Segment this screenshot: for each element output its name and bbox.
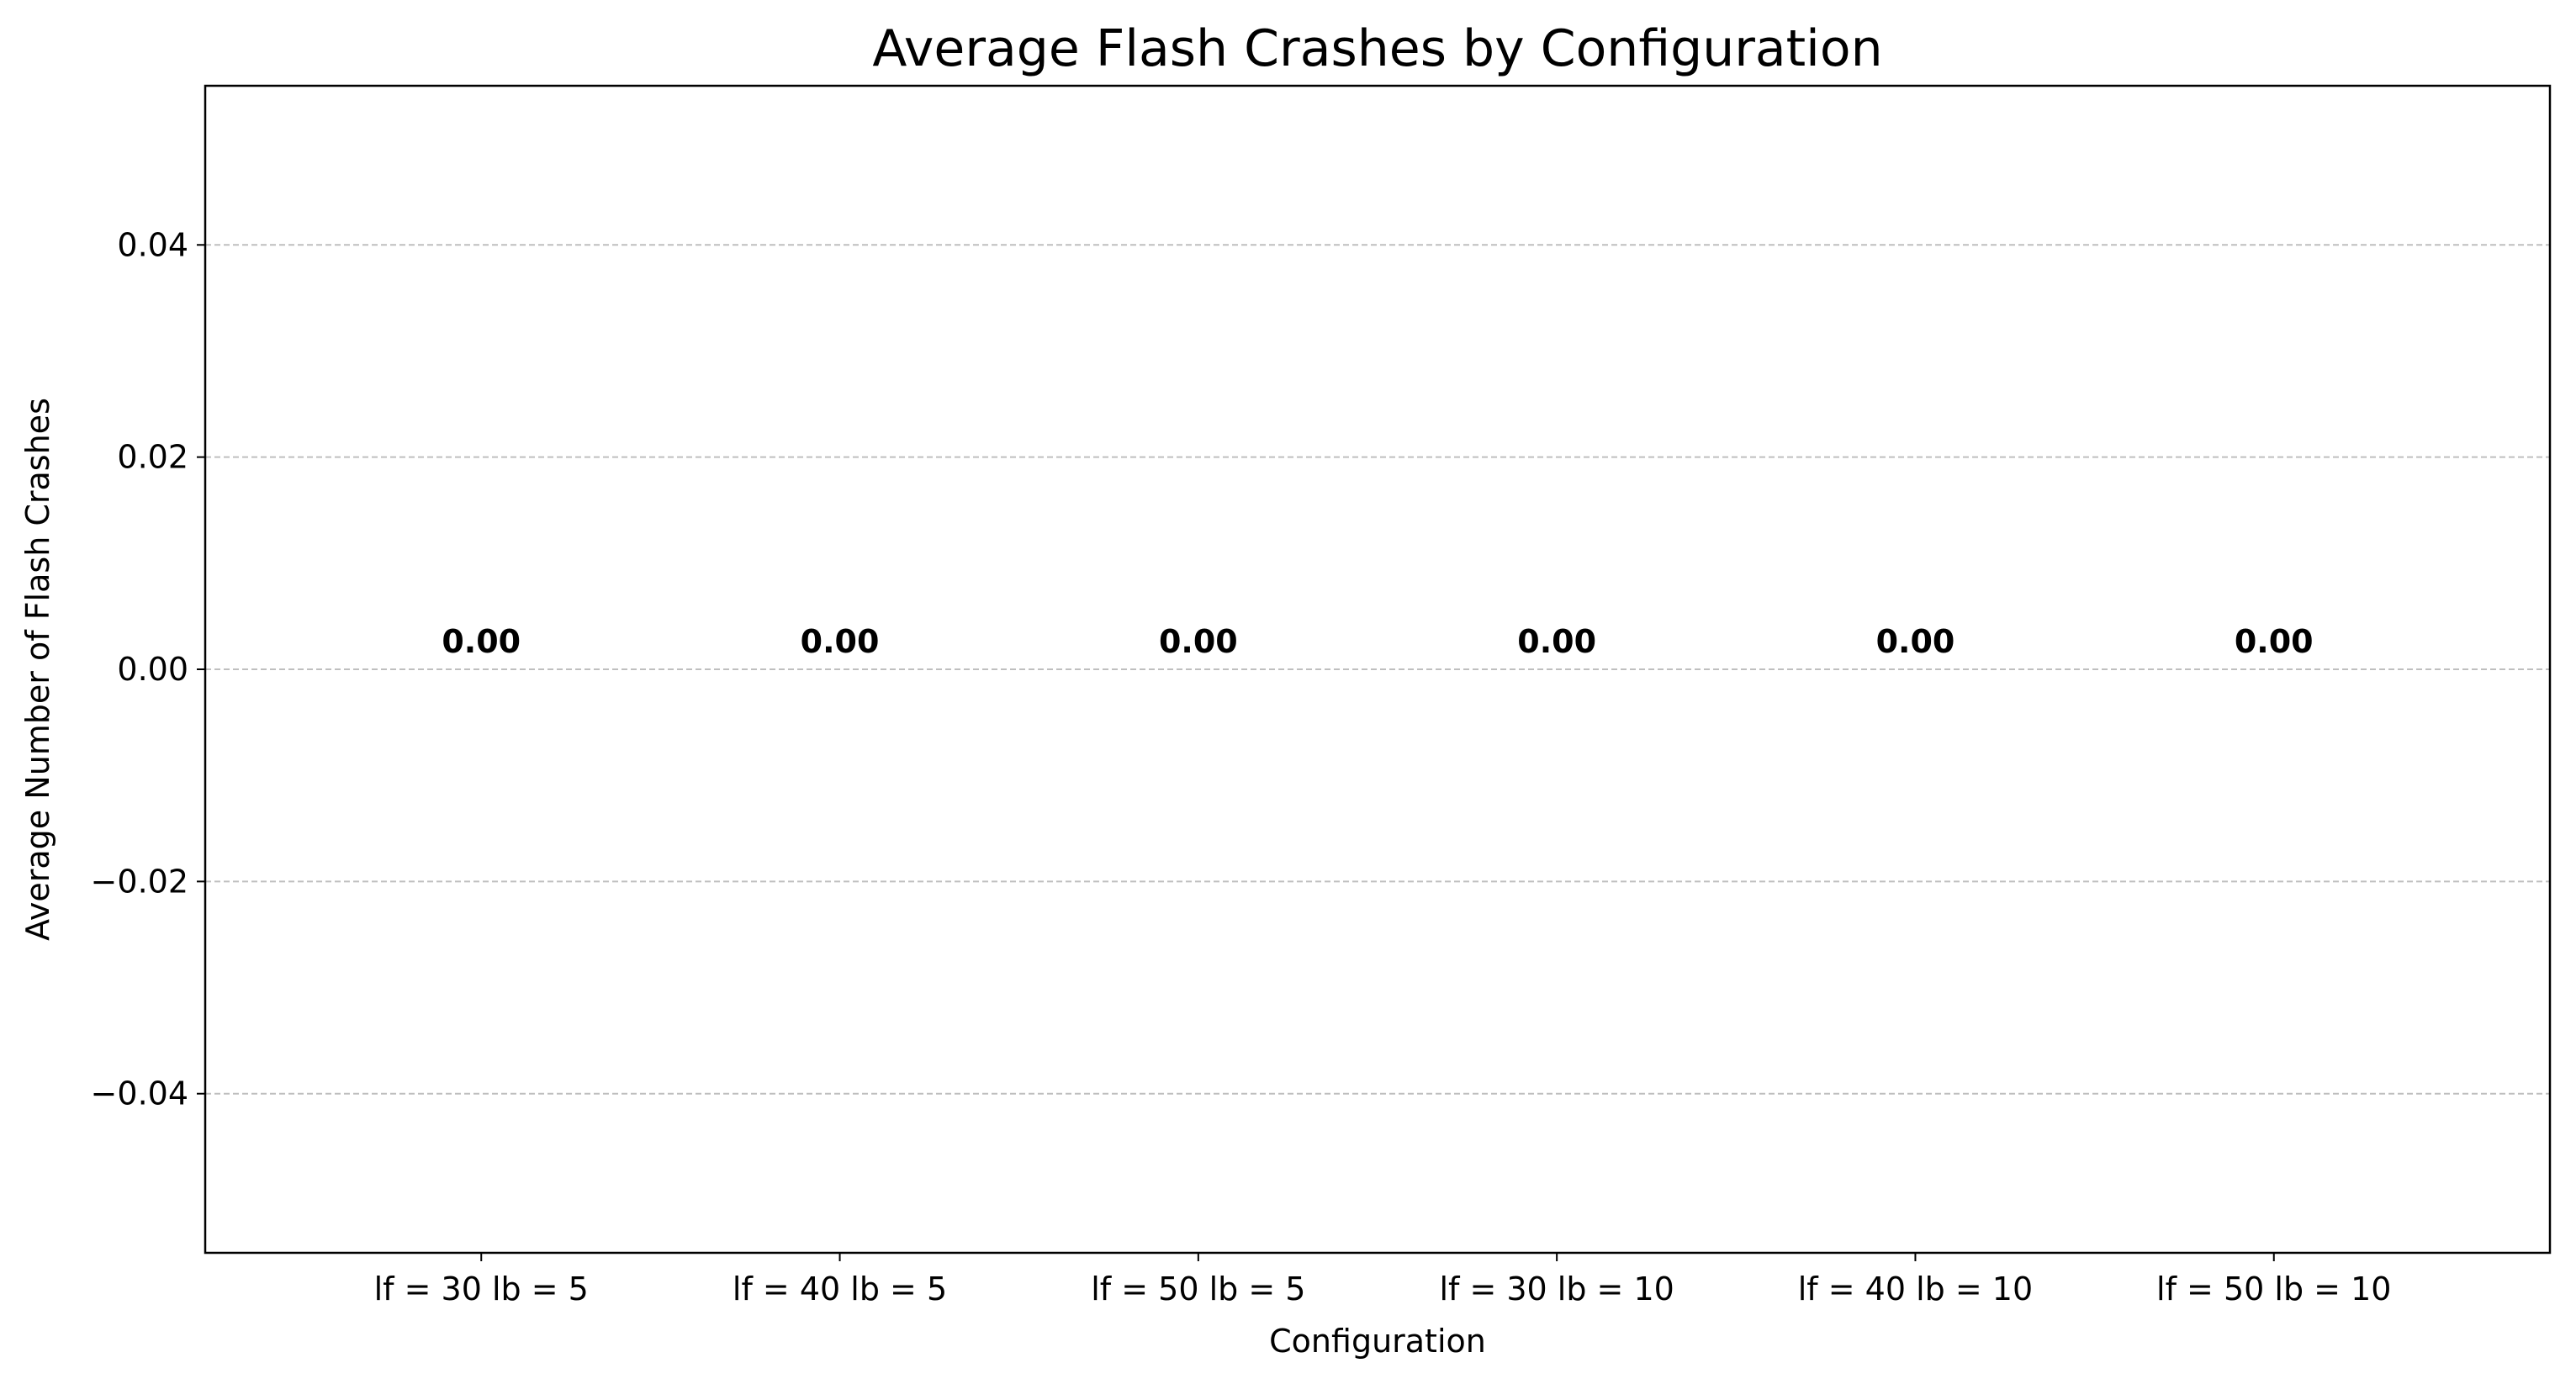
x-tick-label: lf = 30 lb = 10 bbox=[1439, 1270, 1674, 1307]
data-label: 0.00 bbox=[2235, 623, 2314, 660]
data-label: 0.00 bbox=[1517, 623, 1596, 660]
chart-title: Average Flash Crashes by Configuration bbox=[872, 19, 1882, 78]
x-tick-label: lf = 50 lb = 5 bbox=[1091, 1270, 1305, 1307]
data-label: 0.00 bbox=[1159, 623, 1238, 660]
y-axis-label: Average Number of Flash Crashes bbox=[19, 398, 56, 941]
y-tick-label: −0.02 bbox=[91, 863, 188, 900]
y-tick-label: 0.02 bbox=[117, 439, 188, 476]
x-tick-label: lf = 40 lb = 5 bbox=[733, 1270, 947, 1307]
y-axis-ticks: −0.04 −0.02 0.00 0.02 0.04 bbox=[91, 226, 205, 1112]
data-label: 0.00 bbox=[442, 623, 521, 660]
data-labels: 0.00 0.00 0.00 0.00 0.00 0.00 bbox=[442, 623, 2313, 660]
x-tick-label: lf = 50 lb = 10 bbox=[2156, 1270, 2391, 1307]
x-tick-label: lf = 40 lb = 10 bbox=[1798, 1270, 2033, 1307]
gridlines bbox=[205, 244, 2550, 1095]
y-tick-label: 0.00 bbox=[117, 651, 188, 688]
x-tick-label: lf = 30 lb = 5 bbox=[374, 1270, 589, 1307]
y-tick-label: −0.04 bbox=[91, 1075, 188, 1112]
x-axis-label: Configuration bbox=[1269, 1323, 1486, 1360]
data-label: 0.00 bbox=[801, 623, 880, 660]
data-label: 0.00 bbox=[1876, 623, 1955, 660]
x-axis-ticks: lf = 30 lb = 5 lf = 40 lb = 5 lf = 50 lb =… bbox=[374, 1253, 2391, 1307]
y-tick-label: 0.04 bbox=[117, 226, 188, 263]
